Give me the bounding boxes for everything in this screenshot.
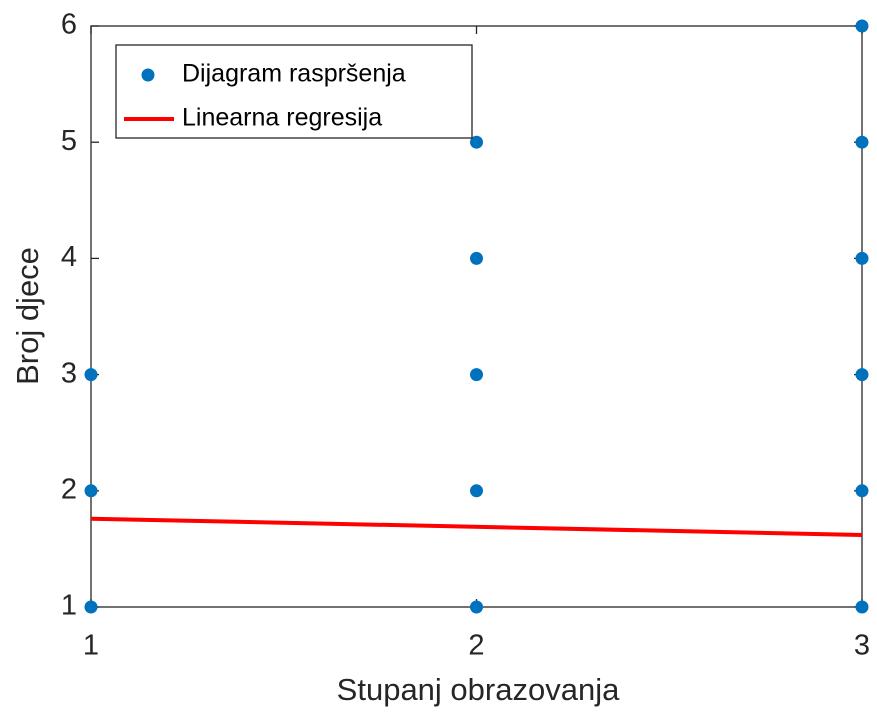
scatter-point (855, 368, 869, 382)
scatter-point (84, 600, 98, 614)
x-tick-label: 1 (83, 630, 99, 662)
scatter-point (470, 600, 483, 614)
legend-label: Dijagram raspršenja (182, 60, 406, 88)
x-axis-label: Stupanj obrazovanja (337, 672, 620, 707)
scatter-point (470, 251, 483, 265)
scatter-point (855, 19, 869, 33)
scatter-point (470, 135, 483, 149)
scatter-point (84, 484, 98, 498)
scatter-point (855, 600, 869, 614)
legend-box (115, 44, 473, 139)
y-tick-label: 4 (61, 241, 77, 273)
y-tick-label: 3 (61, 357, 77, 389)
x-tick-label: 3 (854, 630, 870, 662)
x-tick-label: 2 (468, 630, 484, 662)
legend-label: Linearna regresija (182, 104, 382, 132)
regression-line (90, 516, 863, 537)
y-axis-label: Broj djece (10, 247, 45, 385)
y-tick-label: 6 (61, 9, 77, 41)
scatter-point (855, 135, 869, 149)
y-tick-label: 2 (61, 473, 77, 505)
scatter-point (84, 368, 98, 382)
scatter-point (470, 484, 483, 498)
scatter-point (855, 251, 869, 265)
scatter-point (855, 484, 869, 498)
y-tick-label: 1 (61, 590, 77, 622)
scatter-point (470, 368, 483, 382)
y-tick-label: 5 (61, 125, 77, 157)
legend-marker (141, 68, 155, 82)
